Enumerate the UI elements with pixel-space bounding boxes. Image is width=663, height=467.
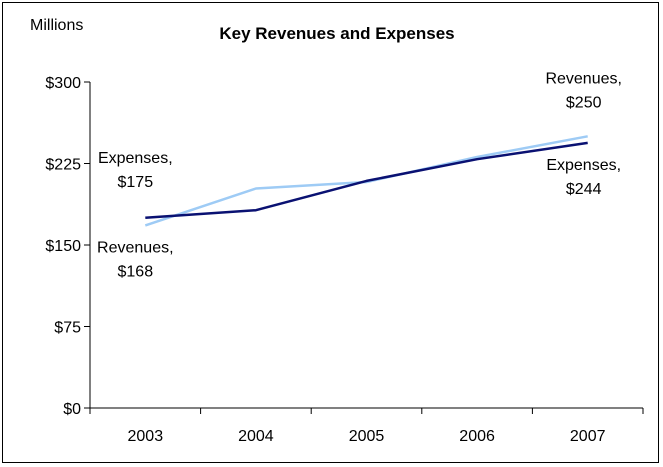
y-units-label: Millions	[30, 17, 83, 34]
y-tick-label: $75	[54, 320, 81, 337]
annotation-value: $244	[566, 181, 602, 198]
annotation-value: $175	[118, 174, 154, 191]
x-tick-label: 2004	[238, 428, 274, 445]
series-line-expenses	[145, 141, 588, 220]
annotation-label: Revenues,	[545, 70, 622, 87]
annotation-value: $250	[566, 94, 602, 111]
x-tick-label: 2005	[349, 428, 385, 445]
series-lines	[144, 135, 588, 227]
y-tick-label: $0	[63, 401, 81, 418]
axes: $0 $75 $150 $225 $300 2003 2004 2005 2006 2007	[45, 75, 644, 445]
y-tick-label: $225	[45, 157, 81, 174]
x-tick-label: 2003	[128, 428, 164, 445]
annotation-label: Revenues,	[97, 239, 174, 256]
y-tick-label: $300	[45, 75, 81, 92]
y-tick-label: $150	[45, 238, 81, 255]
x-tick-label: 2007	[570, 428, 606, 445]
chart-frame	[2, 2, 659, 463]
annotation-label: Expenses,	[98, 150, 173, 167]
annotations: Expenses, $175 Revenues, $168 Revenues, $250 E…	[97, 70, 622, 280]
annotation-label: Expenses,	[546, 157, 621, 174]
chart-title: Key Revenues and Expenses	[219, 24, 454, 43]
x-tick-label: 2006	[459, 428, 495, 445]
annotation-value: $168	[118, 263, 154, 280]
